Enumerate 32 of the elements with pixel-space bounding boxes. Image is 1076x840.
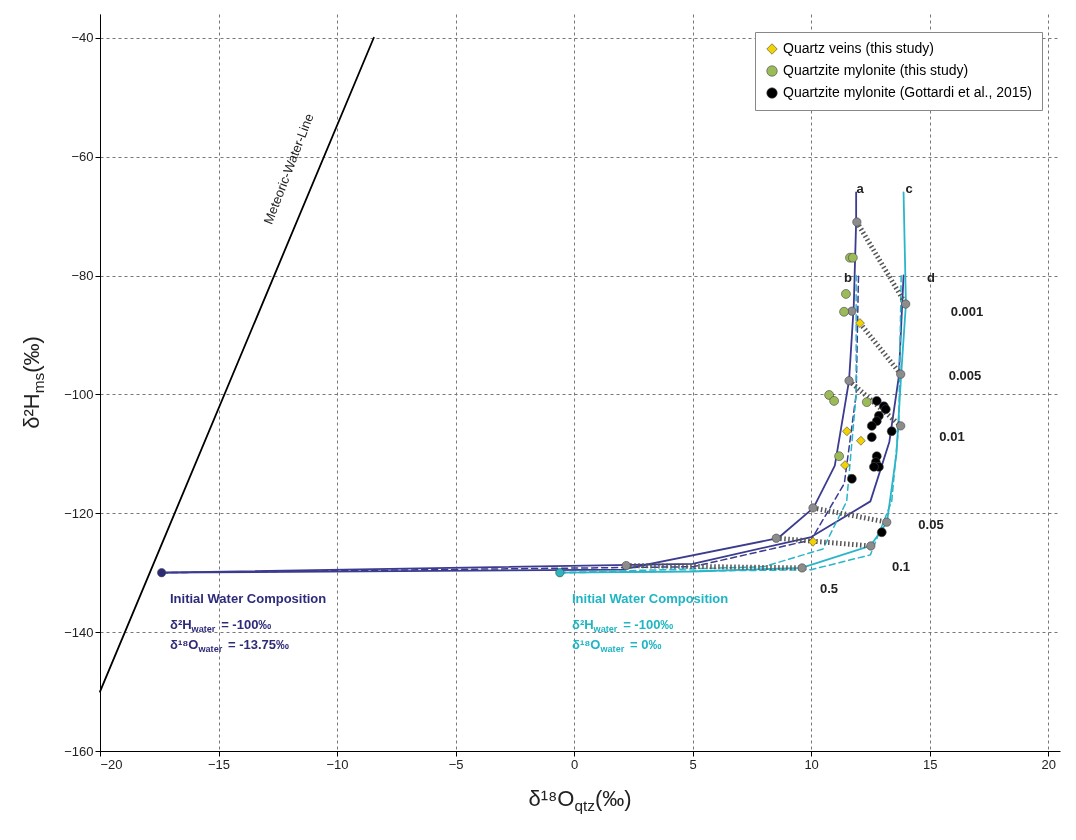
legend-label: Quartzite mylonite (this study) — [783, 62, 969, 78]
y-tick-label: −60 — [71, 149, 94, 165]
x-tick-label: 15 — [922, 756, 938, 772]
annotation: 0.005 — [948, 368, 982, 383]
annotation: 0.01 — [939, 429, 965, 444]
annotation: 0.05 — [918, 517, 944, 532]
y-tick-label: −80 — [71, 268, 94, 284]
annotation: Initial Water Composition — [572, 591, 729, 606]
x-tick-label: −5 — [448, 756, 464, 772]
y-tick-label: −40 — [71, 30, 94, 46]
annotation: b — [844, 270, 853, 285]
x-tick-label: 5 — [689, 756, 697, 772]
annotation: 0.5 — [819, 581, 839, 596]
annotation: a — [856, 181, 865, 196]
legend-label: Quartz veins (this study) — [783, 40, 934, 56]
x-tick-label: 20 — [1041, 756, 1056, 772]
y-tick-label: −160 — [64, 743, 94, 759]
y-tick-label: −120 — [64, 505, 94, 521]
x-tick-label: −20 — [100, 756, 123, 772]
annotation: 0.001 — [950, 304, 984, 319]
y-tick-label: −140 — [64, 624, 94, 640]
annotation: d — [927, 270, 936, 285]
y-tick-label: −100 — [64, 386, 94, 402]
x-tick-label: −15 — [207, 756, 231, 772]
x-tick-label: 10 — [804, 756, 819, 772]
annotation: c — [905, 181, 913, 196]
y-axis-title: δ²Hms(‰) — [19, 336, 47, 429]
annotation: 0.1 — [891, 559, 911, 574]
x-tick-label: −10 — [326, 756, 349, 772]
x-tick-label: 0 — [570, 756, 579, 772]
legend-label: Quartzite mylonite (Gottardi et al., 2015) — [783, 84, 1032, 100]
annotation: Initial Water Composition — [170, 591, 327, 606]
